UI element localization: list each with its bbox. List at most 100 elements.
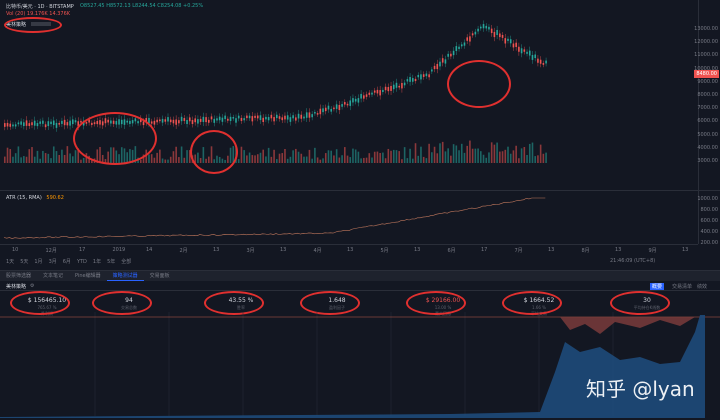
volume-bar [480,151,482,163]
candle-body [28,123,31,126]
panel-tab[interactable]: 交易面板 [149,273,170,279]
candle-body [450,53,452,57]
range-button[interactable]: 3月 [48,259,57,265]
candle-body [401,82,403,89]
range-button[interactable]: 1月 [34,259,43,265]
candle-body [183,118,186,121]
candle-body [496,29,498,36]
candle-body [224,115,226,120]
candle-body [458,46,460,49]
time-tick-label: 13 [213,247,220,253]
candle-body [273,117,275,122]
candle-body [425,73,428,77]
panel-tab[interactable]: 文本笔记 [43,273,64,279]
candle-body [17,122,20,125]
candle-body [276,114,278,119]
symbol-label[interactable]: 比特币/美元 · 1D · BITSTAMP [6,4,74,10]
candle-body [254,115,256,118]
volume-bar [251,155,254,163]
report-link-performance[interactable]: 绩效 [697,284,708,290]
candle-body [379,90,381,96]
equity-chart[interactable] [0,312,720,420]
candle-body [455,46,458,51]
candle-body [447,53,449,57]
volume-bar [330,150,332,163]
volume-bar [501,151,504,163]
candle-body [281,117,284,121]
price-tick-label: 5000.00 [697,131,718,138]
time-tick-label: 7月 [514,248,523,254]
report-link-overview[interactable]: 概要 [650,283,665,290]
range-button[interactable]: 1年 [92,259,102,265]
candle-body [360,93,362,99]
candle-body [227,118,229,121]
atr-chart[interactable] [0,192,698,244]
volume-bar [240,146,243,163]
candle-body [52,120,55,126]
candle-body [523,49,526,52]
candle-body [297,113,300,119]
volume-bar [319,159,322,163]
range-button[interactable]: 全部 [121,259,132,265]
time-axis[interactable]: 10 12月 17 2019 14 2月 13 3月 13 4月 13 5月 13 6月 17 7月 13 8月 1… [0,244,698,256]
range-button[interactable]: 6月 [62,259,71,265]
price-tick-label: 13000.00 [694,26,718,32]
time-tick-label: 10 [12,247,19,253]
volume-bar [455,145,458,163]
price-tick-label: 8000.00 [697,92,718,98]
candle-body [221,117,224,122]
volume-bar [6,147,9,163]
volume-bar [545,152,547,163]
pane-divider[interactable] [0,190,720,191]
volume-bar [314,147,316,163]
volume-bar [311,158,313,163]
volume-bar [542,153,545,163]
volume-bar [499,151,501,163]
panel-tab[interactable]: 策略测试器 [106,271,144,281]
volume-bar [414,143,417,163]
panel-tab[interactable]: 股票筛选器 [6,273,32,279]
volume-bar [485,157,488,163]
range-button[interactable]: 1天 [6,259,15,265]
candle-body [218,116,221,121]
candle-body [349,100,352,106]
volume-bar [55,151,58,163]
candle-body [460,44,463,47]
panel-tab[interactable]: Pine编辑器 [75,273,101,279]
report-title[interactable]: 美林策略 [6,284,27,290]
atr-axis[interactable]: 1000.00 800.00 600.00 400.00 200.00 [697,191,720,246]
range-button[interactable]: 5年 [107,259,116,265]
time-tick-label: 17 [481,247,488,253]
candle-body [515,42,517,47]
candle-body [74,120,77,123]
range-button[interactable]: 5天 [20,259,29,265]
volume-bar [507,146,509,163]
price-tick-label: 9000.00 [697,78,718,85]
volume-bar [44,153,47,163]
report-link-trades[interactable]: 交易清单 [672,284,693,290]
candle-body [398,85,400,88]
price-axis[interactable]: 13000.00 12000.00 11000.00 10000.00 9000.00 8… [694,0,720,190]
volume-bar [303,156,305,163]
volume-bar [352,148,354,163]
candle-body [433,65,436,70]
candle-body [205,117,207,123]
candle-body [42,120,44,124]
volume-bar [458,150,460,163]
range-button[interactable]: YTD [76,259,87,265]
candle-body [20,121,22,125]
time-tick-label: 13 [682,247,689,253]
volume-bar [156,152,158,163]
annotation-circle-stat [610,291,670,315]
volume-bar [180,146,183,163]
candle-body [311,114,313,118]
volume-bar [526,154,528,163]
candle-body [191,120,194,124]
volume-bar [270,156,273,163]
candle-body [199,118,202,122]
candle-body [409,76,411,82]
price-tick-label: 11000.00 [694,52,718,59]
candle-body [194,118,196,123]
atr-legend[interactable]: ATR (15, RMA) 590.62 [6,195,64,201]
report-settings-icon[interactable]: ⚙ [30,283,35,289]
